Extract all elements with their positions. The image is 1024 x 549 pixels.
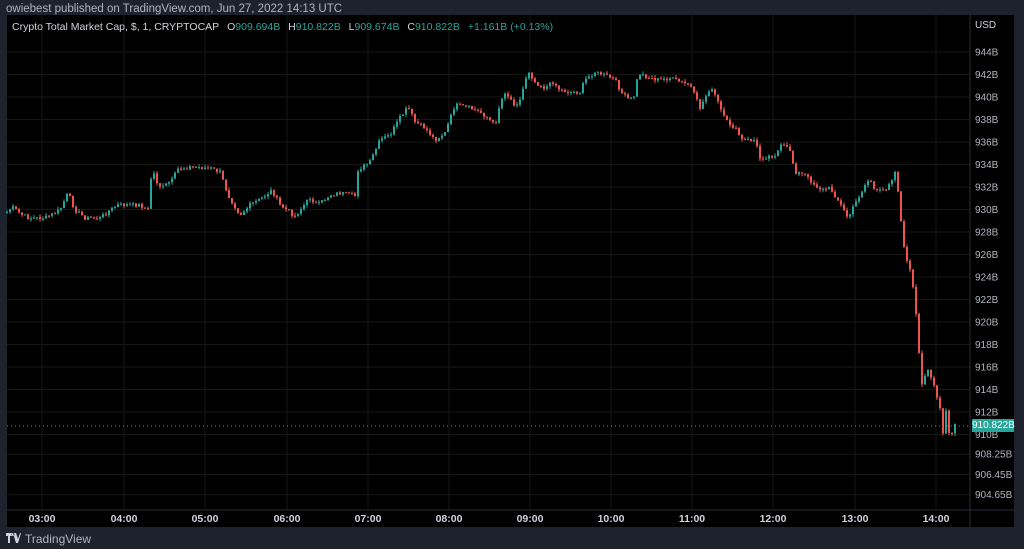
price-tick-label: 904.65B	[975, 490, 1013, 501]
tradingview-logo-icon	[6, 532, 21, 546]
price-tick-label: 940B	[975, 93, 999, 104]
time-tick-label: 04:00	[111, 513, 138, 525]
candles	[6, 71, 956, 437]
symbol-title[interactable]: Crypto Total Market Cap, $, 1, CRYPTOCAP	[12, 21, 220, 33]
price-tick-label: 916B	[975, 363, 999, 374]
time-tick-label: 12:00	[760, 513, 787, 525]
open-label: O	[227, 21, 236, 33]
time-tick-label: 09:00	[517, 513, 544, 525]
time-tick-label: 08:00	[436, 513, 463, 525]
change-value: +1.161B (+0.13%)	[467, 21, 554, 33]
chart-panel[interactable]	[7, 15, 1014, 527]
time-tick-label: 06:00	[274, 513, 301, 525]
footer: TradingView	[6, 532, 91, 546]
price-tick-label: 942B	[975, 70, 999, 81]
close-value: 910.822B	[414, 21, 460, 33]
close-label: C	[407, 21, 415, 33]
price-tick-label: 914B	[975, 385, 999, 396]
current-price-badge: 910.822B	[972, 419, 1015, 432]
price-tick-label: 924B	[975, 273, 999, 284]
time-tick-label: 07:00	[355, 513, 382, 525]
price-tick-label: 918B	[975, 340, 999, 351]
price-tick-label: 908.25B	[975, 450, 1013, 461]
low-label: L	[348, 21, 355, 33]
price-tick-label: 926B	[975, 250, 999, 261]
brand-name[interactable]: TradingView	[25, 532, 92, 546]
price-tick-label: 944B	[975, 48, 999, 59]
price-scale[interactable]: 944B 942B 940B 938B 936B 934B 932B 930B 928B 926B…	[975, 48, 1013, 502]
price-tick-label: 922B	[975, 295, 999, 306]
price-tick-label: 932B	[975, 183, 999, 194]
price-tick-label: 930B	[975, 205, 999, 216]
price-tick-label: 910B	[975, 430, 999, 441]
chart-legend: Crypto Total Market Cap, $, 1, CRYPTOCAP…	[12, 21, 553, 33]
time-tick-label: 05:00	[192, 513, 219, 525]
price-tick-label: 936B	[975, 138, 999, 149]
time-scale[interactable]: 03:00 04:00 05:00 06:00 07:00 08:00 09:00 10:00…	[29, 513, 950, 525]
time-tick-label: 10:00	[598, 513, 625, 525]
time-tick-label: 03:00	[29, 513, 56, 525]
high-value: 910.822B	[295, 21, 341, 33]
time-tick-label: 13:00	[842, 513, 869, 525]
currency-label[interactable]: USD	[975, 20, 997, 31]
price-tick-label: 938B	[975, 115, 999, 126]
price-tick-label: 912B	[975, 408, 999, 419]
open-value: 909.694B	[235, 21, 281, 33]
published-info: owiebest published on TradingView.com, J…	[6, 3, 343, 15]
grid-lines	[7, 15, 970, 510]
time-tick-label: 14:00	[923, 513, 950, 525]
low-value: 909.674B	[354, 21, 400, 33]
price-tick-label: 906.45B	[975, 470, 1013, 481]
price-tick-label: 934B	[975, 160, 999, 171]
price-tick-label: 920B	[975, 318, 999, 329]
price-tick-label: 928B	[975, 228, 999, 239]
high-label: H	[288, 21, 296, 33]
time-tick-label: 11:00	[679, 513, 705, 525]
